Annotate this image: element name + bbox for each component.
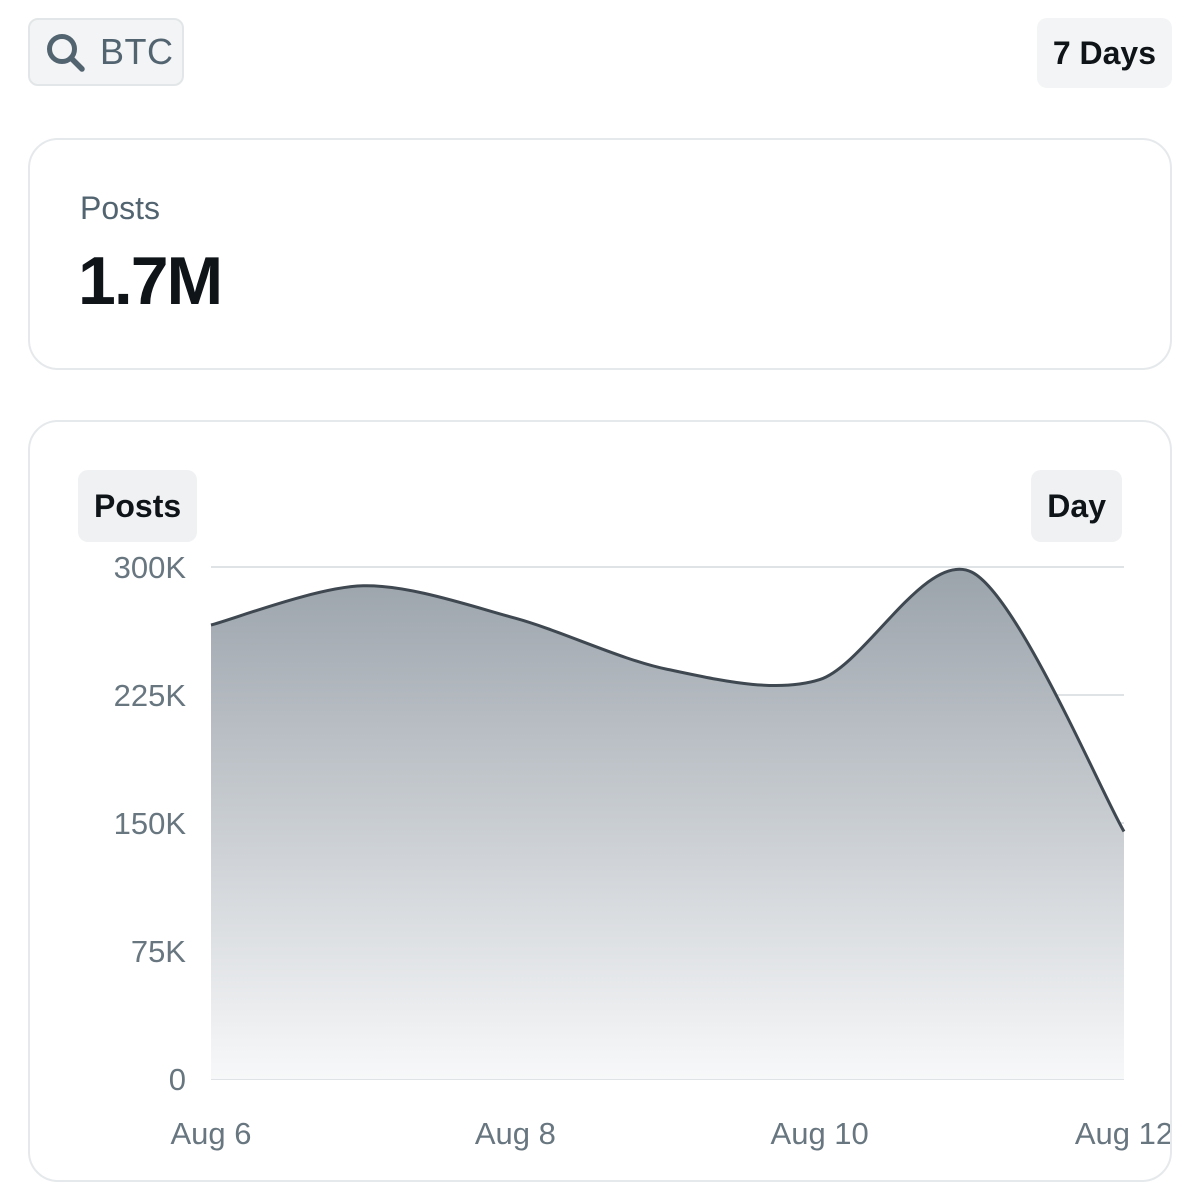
y-tick-label: 225K <box>114 678 187 713</box>
x-tick-label: Aug 6 <box>170 1116 251 1151</box>
x-tick-label: Aug 12 <box>1075 1116 1170 1151</box>
y-tick-label: 75K <box>131 934 186 969</box>
search-icon <box>47 34 85 72</box>
y-tick-label: 0 <box>169 1062 186 1097</box>
summary-value: 1.7M <box>78 243 223 319</box>
x-tick-label: Aug 10 <box>771 1116 869 1151</box>
granularity-selector[interactable]: Day <box>1031 470 1122 542</box>
y-tick-label: 300K <box>114 550 187 585</box>
date-range-button[interactable]: 7 Days <box>1036 18 1172 88</box>
posts-summary-card: Posts 1.7M <box>28 138 1172 370</box>
series-area <box>211 569 1124 1079</box>
search-chip[interactable]: BTC <box>28 18 184 86</box>
series-line <box>210 567 1126 833</box>
posts-area-chart: 0 75K 150K 225K 300K Aug 6 Aug 8 Aug 10 Aug 12 <box>114 550 1170 1151</box>
x-tick-label: Aug 8 <box>475 1116 556 1151</box>
y-tick-label: 150K <box>114 806 187 841</box>
search-query: BTC <box>100 31 174 72</box>
posts-chart-card: 0 75K 150K 225K 300K Aug 6 Aug 8 Aug 10 Aug 12 … <box>28 420 1172 1182</box>
summary-label: Posts <box>80 190 161 226</box>
metric-selector[interactable]: Posts <box>78 470 198 542</box>
